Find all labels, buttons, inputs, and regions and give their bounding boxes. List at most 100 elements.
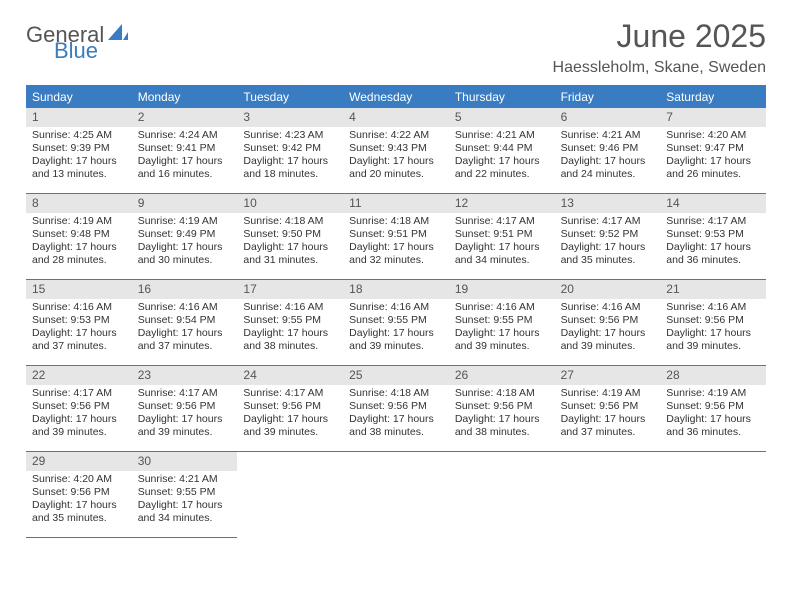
day-number: 1 <box>26 108 132 127</box>
calendar-cell: 11 Sunrise: 4:18 AMSunset: 9:51 PMDayligh… <box>343 194 449 280</box>
day-number: 6 <box>555 108 661 127</box>
day-number: 23 <box>132 366 238 385</box>
sunrise-line: Sunrise: 4:16 AM <box>455 301 549 314</box>
sunset-line: Sunset: 9:47 PM <box>666 142 760 155</box>
calendar-cell: 29Sunrise: 4:20 AMSunset: 9:56 PMDayligh… <box>26 452 132 538</box>
daylight-line: Daylight: 17 hours and 39 minutes. <box>561 327 655 353</box>
sunset-line: Sunset: 9:56 PM <box>561 314 655 327</box>
sunrise-line: Sunrise: 4:20 AM <box>666 129 760 142</box>
day-details: Sunrise: 4:16 AMSunset: 9:56 PMDaylight:… <box>660 299 766 358</box>
calendar-cell: 28Sunrise: 4:19 AMSunset: 9:56 PMDayligh… <box>660 366 766 452</box>
sunset-line: Sunset: 9:49 PM <box>138 228 232 241</box>
sunset-line: Sunset: 9:51 PM <box>455 228 549 241</box>
day-number: 27 <box>555 366 661 385</box>
daylight-line: Daylight: 17 hours and 32 minutes. <box>349 241 443 267</box>
daylight-line: Daylight: 17 hours and 36 minutes. <box>666 413 760 439</box>
sunset-line: Sunset: 9:39 PM <box>32 142 126 155</box>
calendar-cell: 8Sunrise: 4:19 AMSunset: 9:48 PMDaylight… <box>26 194 132 280</box>
sunrise-line: Sunrise: 4:17 AM <box>138 387 232 400</box>
day-number: 19 <box>449 280 555 299</box>
daylight-line: Daylight: 17 hours and 34 minutes. <box>455 241 549 267</box>
sunset-line: Sunset: 9:43 PM <box>349 142 443 155</box>
day-number: 7 <box>660 108 766 127</box>
sunset-line: Sunset: 9:56 PM <box>243 400 337 413</box>
calendar-cell: 7 Sunrise: 4:20 AMSunset: 9:47 PMDaylight… <box>660 108 766 194</box>
day-details: Sunrise: 4:19 AMSunset: 9:56 PMDaylight:… <box>660 385 766 444</box>
daylight-line: Daylight: 17 hours and 24 minutes. <box>561 155 655 181</box>
calendar-cell: 10Sunrise: 4:18 AMSunset: 9:50 PMDayligh… <box>237 194 343 280</box>
sunrise-line: Sunrise: 4:19 AM <box>666 387 760 400</box>
day-details: Sunrise: 4:22 AMSunset: 9:43 PMDaylight:… <box>343 127 449 186</box>
daylight-line: Daylight: 17 hours and 22 minutes. <box>455 155 549 181</box>
calendar-cell: 13Sunrise: 4:17 AMSunset: 9:52 PMDayligh… <box>555 194 661 280</box>
daylight-line: Daylight: 17 hours and 26 minutes. <box>666 155 760 181</box>
day-details: Sunrise: 4:17 AMSunset: 9:51 PMDaylight:… <box>449 213 555 272</box>
daylight-line: Daylight: 17 hours and 34 minutes. <box>138 499 232 525</box>
daylight-line: Daylight: 17 hours and 35 minutes. <box>32 499 126 525</box>
daylight-line: Daylight: 17 hours and 20 minutes. <box>349 155 443 181</box>
sunset-line: Sunset: 9:55 PM <box>243 314 337 327</box>
sunset-line: Sunset: 9:48 PM <box>32 228 126 241</box>
day-details: Sunrise: 4:24 AMSunset: 9:41 PMDaylight:… <box>132 127 238 186</box>
sunset-line: Sunset: 9:56 PM <box>32 400 126 413</box>
daylight-line: Daylight: 17 hours and 30 minutes. <box>138 241 232 267</box>
day-details: Sunrise: 4:16 AMSunset: 9:55 PMDaylight:… <box>449 299 555 358</box>
sunrise-line: Sunrise: 4:17 AM <box>243 387 337 400</box>
sunset-line: Sunset: 9:56 PM <box>666 314 760 327</box>
day-details: Sunrise: 4:16 AMSunset: 9:54 PMDaylight:… <box>132 299 238 358</box>
day-details: Sunrise: 4:18 AMSunset: 9:56 PMDaylight:… <box>449 385 555 444</box>
day-number: 18 <box>343 280 449 299</box>
sunrise-line: Sunrise: 4:17 AM <box>455 215 549 228</box>
sunset-line: Sunset: 9:56 PM <box>349 400 443 413</box>
daylight-line: Daylight: 17 hours and 38 minutes. <box>349 413 443 439</box>
day-details: Sunrise: 4:19 AMSunset: 9:49 PMDaylight:… <box>132 213 238 272</box>
calendar-cell: 23Sunrise: 4:17 AMSunset: 9:56 PMDayligh… <box>132 366 238 452</box>
day-number: 15 <box>26 280 132 299</box>
daylight-line: Daylight: 17 hours and 39 minutes. <box>243 413 337 439</box>
sunrise-line: Sunrise: 4:18 AM <box>349 215 443 228</box>
daylight-line: Daylight: 17 hours and 39 minutes. <box>32 413 126 439</box>
calendar-cell: 12Sunrise: 4:17 AMSunset: 9:51 PMDayligh… <box>449 194 555 280</box>
calendar-cell: 15Sunrise: 4:16 AMSunset: 9:53 PMDayligh… <box>26 280 132 366</box>
sunset-line: Sunset: 9:55 PM <box>138 486 232 499</box>
day-details: Sunrise: 4:20 AMSunset: 9:56 PMDaylight:… <box>26 471 132 530</box>
calendar-cell-empty <box>555 452 661 538</box>
sunrise-line: Sunrise: 4:21 AM <box>138 473 232 486</box>
day-header: Tuesday <box>237 86 343 108</box>
sunset-line: Sunset: 9:56 PM <box>666 400 760 413</box>
calendar-cell: 24 Sunrise: 4:17 AMSunset: 9:56 PMDayligh… <box>237 366 343 452</box>
calendar-cell: 30Sunrise: 4:21 AMSunset: 9:55 PMDayligh… <box>132 452 238 538</box>
sunset-line: Sunset: 9:53 PM <box>666 228 760 241</box>
daylight-line: Daylight: 17 hours and 31 minutes. <box>243 241 337 267</box>
calendar-cell: 19Sunrise: 4:16 AMSunset: 9:55 PMDayligh… <box>449 280 555 366</box>
daylight-line: Daylight: 17 hours and 37 minutes. <box>32 327 126 353</box>
day-number: 24 <box>237 366 343 385</box>
sunrise-line: Sunrise: 4:18 AM <box>349 387 443 400</box>
day-details: Sunrise: 4:23 AMSunset: 9:42 PMDaylight:… <box>237 127 343 186</box>
sunset-line: Sunset: 9:51 PM <box>349 228 443 241</box>
title-block: June 2025 Haessleholm, Skane, Sweden <box>553 18 766 77</box>
sunrise-line: Sunrise: 4:21 AM <box>561 129 655 142</box>
day-details: Sunrise: 4:16 AMSunset: 9:55 PMDaylight:… <box>343 299 449 358</box>
sunrise-line: Sunrise: 4:17 AM <box>666 215 760 228</box>
calendar-cell-empty <box>449 452 555 538</box>
day-number: 4 <box>343 108 449 127</box>
calendar-cell: 2Sunrise: 4:24 AMSunset: 9:41 PMDaylight… <box>132 108 238 194</box>
daylight-line: Daylight: 17 hours and 37 minutes. <box>138 327 232 353</box>
daylight-line: Daylight: 17 hours and 35 minutes. <box>561 241 655 267</box>
header-row: General Blue June 2025 Haessleholm, Skan… <box>26 18 766 77</box>
calendar-cell: 16Sunrise: 4:16 AMSunset: 9:54 PMDayligh… <box>132 280 238 366</box>
calendar-cell: 17Sunrise: 4:16 AMSunset: 9:55 PMDayligh… <box>237 280 343 366</box>
sunrise-line: Sunrise: 4:18 AM <box>243 215 337 228</box>
day-header: Monday <box>132 86 238 108</box>
day-number: 11 <box>343 194 449 213</box>
sunrise-line: Sunrise: 4:21 AM <box>455 129 549 142</box>
sunrise-line: Sunrise: 4:24 AM <box>138 129 232 142</box>
day-header: Friday <box>555 86 661 108</box>
sunset-line: Sunset: 9:56 PM <box>561 400 655 413</box>
daylight-line: Daylight: 17 hours and 39 minutes. <box>349 327 443 353</box>
day-details: Sunrise: 4:16 AMSunset: 9:55 PMDaylight:… <box>237 299 343 358</box>
day-number: 10 <box>237 194 343 213</box>
sunset-line: Sunset: 9:56 PM <box>455 400 549 413</box>
day-details: Sunrise: 4:21 AMSunset: 9:55 PMDaylight:… <box>132 471 238 530</box>
